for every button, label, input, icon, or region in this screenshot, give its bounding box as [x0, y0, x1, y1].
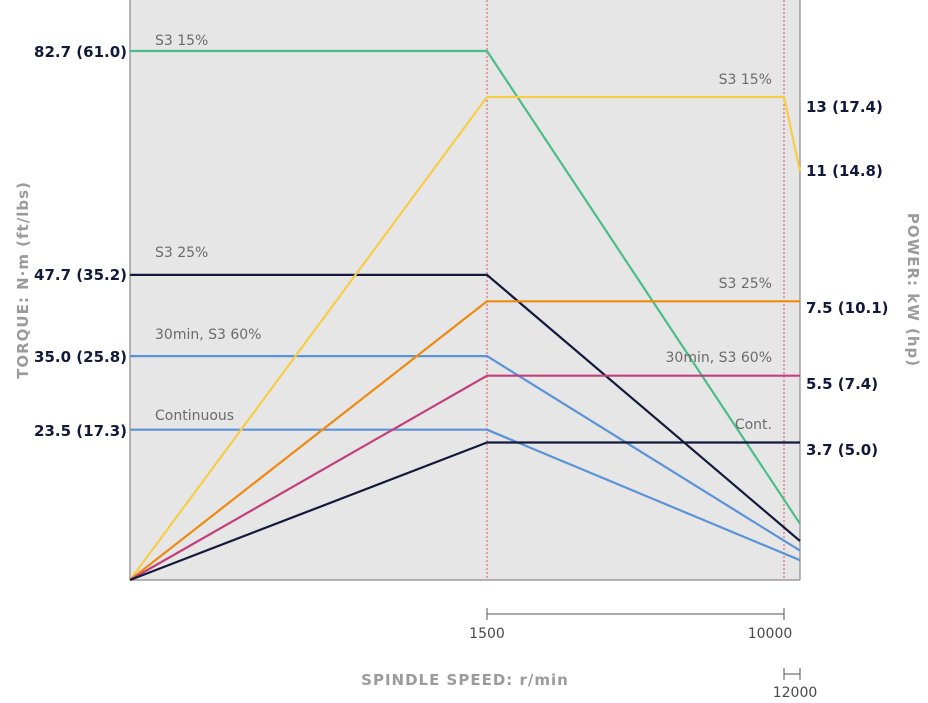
- power-series-line-1: [129, 300, 800, 581]
- series-label-power-s3-60: 30min, S3 60%: [666, 350, 772, 366]
- power-series-line-3: [129, 441, 800, 582]
- torque-series-line-1: [130, 273, 801, 542]
- power-series-line-2: [129, 374, 800, 581]
- power-tick-label-13: 13 (17.4): [806, 98, 883, 116]
- power-series-line-0: [129, 95, 802, 581]
- series-label-torque-continuous: Continuous: [155, 408, 234, 424]
- torque-series-line-3: [130, 428, 801, 562]
- series-label-power-s3-25: S3 25%: [719, 276, 772, 292]
- torque-series-line-0: [130, 49, 801, 525]
- power-tick-label-11: 11 (14.8): [806, 162, 883, 180]
- torque-series-line-2: [130, 355, 801, 552]
- y-axis-title-power: POWER: kW (hp): [904, 213, 922, 367]
- x-tick-label-1500: 1500: [469, 626, 505, 642]
- x-axis-title: SPINDLE SPEED: r/min: [361, 671, 569, 689]
- plot-background: [130, 0, 800, 580]
- torque-tick-label-82-7: 82.7 (61.0): [34, 43, 127, 61]
- series-layer: [129, 49, 802, 582]
- series-label-power-cont: Cont.: [735, 417, 772, 433]
- series-label-power-s3-15: S3 15%: [719, 72, 772, 88]
- series-label-torque-s3-15: S3 15%: [155, 33, 208, 49]
- series-label-torque-s3-25: S3 25%: [155, 245, 208, 261]
- torque-tick-label-35-0: 35.0 (25.8): [34, 348, 127, 366]
- power-tick-label-5-5: 5.5 (7.4): [806, 375, 878, 393]
- x-tick-label-12000: 12000: [773, 685, 818, 701]
- power-tick-label-3-7: 3.7 (5.0): [806, 441, 878, 459]
- torque-tick-label-23-5: 23.5 (17.3): [34, 422, 127, 440]
- y-axis-title-torque: TORQUE: N·m (ft/lbs): [14, 181, 32, 379]
- series-label-torque-s3-60: 30min, S3 60%: [155, 327, 261, 343]
- power-tick-label-7-5: 7.5 (10.1): [806, 299, 889, 317]
- x-tick-label-10000: 10000: [748, 626, 793, 642]
- torque-tick-label-47-7: 47.7 (35.2): [34, 266, 127, 284]
